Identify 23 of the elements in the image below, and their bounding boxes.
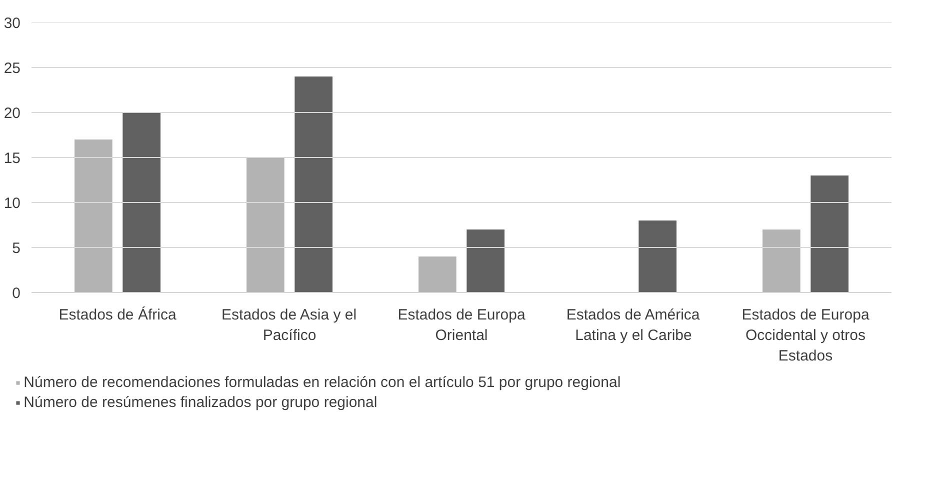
y-tick-label: 25 xyxy=(4,60,21,77)
bar xyxy=(122,112,160,292)
bar xyxy=(466,230,504,292)
bar xyxy=(74,140,112,292)
legend-label: Número de recomendaciones formuladas en relación con el artículo 51 por grupo regional xyxy=(24,373,621,391)
y-tick-label: 15 xyxy=(4,150,21,167)
y-tick-label: 0 xyxy=(12,285,20,302)
bar xyxy=(246,158,284,292)
y-tick-label: 30 xyxy=(4,15,21,32)
y-tick-label: 10 xyxy=(4,195,21,212)
x-tick-label: Estados de Europa Oriental xyxy=(398,306,526,344)
y-tick-label: 20 xyxy=(4,105,21,122)
x-tick-label: Estados de Asia y el Pacífico xyxy=(222,306,357,344)
bar xyxy=(418,256,456,292)
x-tick-label: Estados de Europa Occidental y otros Estados xyxy=(742,306,870,364)
legend-label: Número de resúmenes finalizados por grupo regional xyxy=(24,393,378,411)
bar xyxy=(638,220,676,292)
x-tick-label: Estados de África xyxy=(58,306,177,324)
bar xyxy=(294,76,332,292)
y-tick-label: 5 xyxy=(12,240,20,257)
x-tick-label: Estados de América Latina y el Caribe xyxy=(566,306,700,344)
bar xyxy=(762,230,800,292)
bar xyxy=(810,176,848,292)
